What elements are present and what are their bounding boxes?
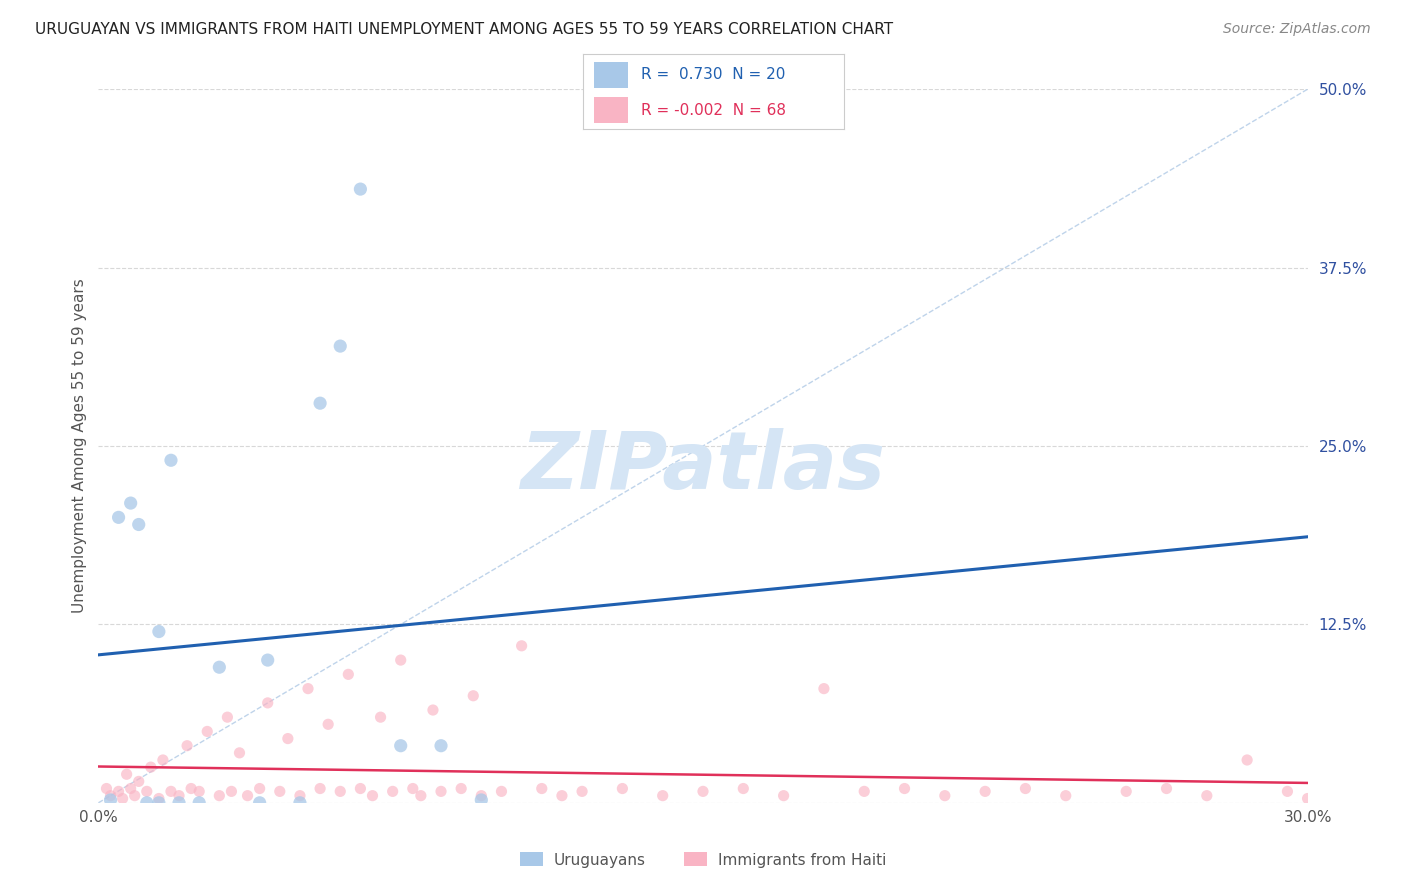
Point [309,781,332,796]
Point [530,781,553,796]
Point [139,760,162,774]
Point [135,796,157,810]
Point [228,746,250,760]
Point [152,753,174,767]
Point [277,731,299,746]
Text: R =  0.730  N = 20: R = 0.730 N = 20 [641,67,785,82]
Point [470,793,492,807]
Point [124,789,146,803]
Point [288,796,311,810]
Point [167,789,190,803]
Point [107,510,129,524]
Point [96,781,118,796]
Point [381,784,404,798]
Point [491,784,513,798]
Point [1277,784,1299,798]
Point [135,784,157,798]
Point [148,624,170,639]
Point [100,789,122,803]
Point [571,784,593,798]
FancyBboxPatch shape [593,97,627,123]
Point [974,784,997,798]
Point [422,703,444,717]
Point [389,653,412,667]
Point [1115,784,1137,798]
Point [510,639,533,653]
Point [934,789,956,803]
Point [208,660,231,674]
Point [128,517,150,532]
Point [651,789,673,803]
Point [772,789,794,803]
Point [288,789,311,803]
Point [389,739,412,753]
Text: R = -0.002  N = 68: R = -0.002 N = 68 [641,103,786,118]
Point [111,791,134,805]
Point [1156,781,1178,796]
Point [692,784,714,798]
Point [1054,789,1077,803]
Point [148,791,170,805]
Point [309,396,332,410]
Point [180,781,202,796]
Point [256,696,278,710]
Point [208,789,231,803]
Point [893,781,915,796]
Point [256,653,278,667]
Point [176,739,198,753]
Point [217,710,239,724]
Point [430,739,453,753]
Point [316,717,339,731]
Text: URUGUAYAN VS IMMIGRANTS FROM HAITI UNEMPLOYMENT AMONG AGES 55 TO 59 YEARS CORREL: URUGUAYAN VS IMMIGRANTS FROM HAITI UNEMP… [35,22,893,37]
Point [120,496,142,510]
Point [221,784,243,798]
Point [450,781,472,796]
Point [409,789,432,803]
Point [329,784,352,798]
Point [361,789,384,803]
Point [1236,753,1258,767]
Point [160,784,183,798]
Point [188,796,211,810]
Point [349,182,371,196]
Text: ZIPatlas: ZIPatlas [520,428,886,507]
Point [349,781,371,796]
Point [463,689,485,703]
Point [329,339,352,353]
Point [249,781,271,796]
Point [1195,789,1218,803]
Point [160,453,183,467]
Point [337,667,360,681]
Point [430,784,453,798]
Point [115,767,138,781]
Point [1014,781,1036,796]
Point [1296,791,1319,805]
Point [188,784,211,798]
FancyBboxPatch shape [593,62,627,87]
Point [370,710,392,724]
Point [195,724,218,739]
Point [167,796,190,810]
Point [100,793,122,807]
Y-axis label: Unemployment Among Ages 55 to 59 years: Unemployment Among Ages 55 to 59 years [72,278,87,614]
Legend: Uruguayans, Immigrants from Haiti: Uruguayans, Immigrants from Haiti [515,847,891,873]
Point [236,789,259,803]
Point [269,784,291,798]
Point [853,784,876,798]
Point [612,781,634,796]
Point [128,774,150,789]
Point [148,796,170,810]
Point [297,681,319,696]
Point [813,681,835,696]
Point [733,781,755,796]
Point [402,781,425,796]
Point [470,789,492,803]
Text: Source: ZipAtlas.com: Source: ZipAtlas.com [1223,22,1371,37]
Point [107,784,129,798]
Point [249,796,271,810]
Point [120,781,142,796]
Point [551,789,574,803]
